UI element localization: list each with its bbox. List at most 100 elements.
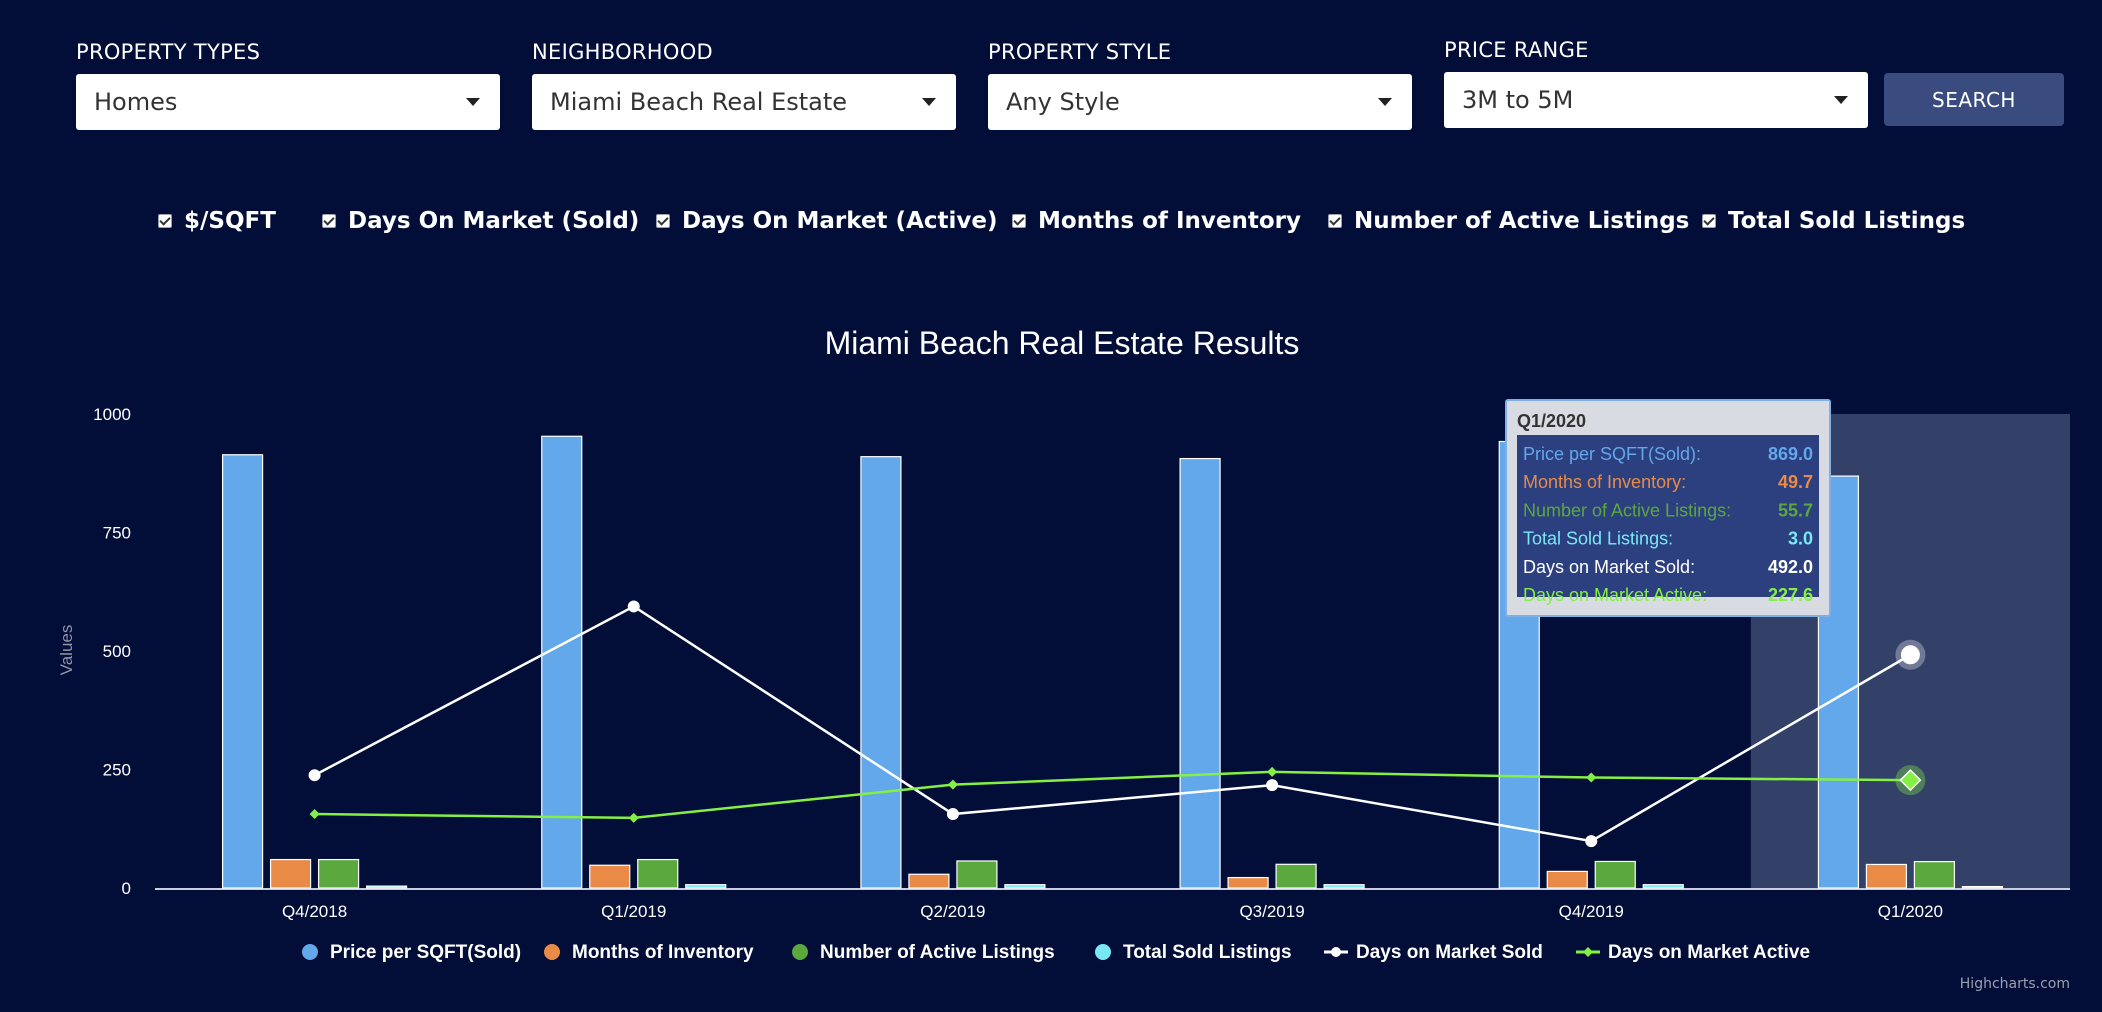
tooltip-row-value: 55.7 xyxy=(1778,500,1813,520)
point-days-on-market-active[interactable] xyxy=(628,812,639,823)
bar-price-per-sqft-sold-[interactable] xyxy=(541,435,583,889)
point-days-on-market-sold[interactable] xyxy=(946,808,959,821)
toggle-label: Days On Market (Active) xyxy=(682,208,998,234)
tooltip-row-label: Price per SQFT(Sold): xyxy=(1523,444,1701,464)
toggle-total-sold[interactable]: Total Sold Listings xyxy=(1702,208,1965,234)
neighborhood-select[interactable]: Miami Beach Real Estate xyxy=(532,74,956,130)
tooltip-row-value: 227.6 xyxy=(1768,585,1813,605)
bar-months-of-inventory[interactable] xyxy=(1227,876,1269,889)
toggle-price-sqft[interactable]: $/SQFT xyxy=(158,208,276,234)
toggle-label: Months of Inventory xyxy=(1038,208,1301,234)
legend-item-number-of-active-listings[interactable]: Number of Active Listings xyxy=(820,942,1055,963)
checkbox-icon[interactable] xyxy=(1702,214,1716,228)
legend-icon-months-of-inventory[interactable] xyxy=(544,944,560,960)
bar-total-sold-listings[interactable] xyxy=(365,885,408,889)
checkbox-icon[interactable] xyxy=(1328,214,1342,228)
legend-icon-price-per-sqft-sold-[interactable] xyxy=(302,944,318,960)
chevron-down-icon xyxy=(466,98,480,106)
toggle-months-inventory[interactable]: Months of Inventory xyxy=(1012,208,1301,234)
legend-marker-days-on-market-active[interactable] xyxy=(1583,947,1593,957)
tooltip-row-label: Number of Active Listings: xyxy=(1523,500,1731,520)
checkbox-icon[interactable] xyxy=(158,214,172,228)
tooltip-row-value: 3.0 xyxy=(1788,529,1813,549)
point-days-on-market-active[interactable] xyxy=(309,809,320,820)
bar-price-per-sqft-sold-[interactable] xyxy=(860,456,902,889)
bar-total-sold-listings[interactable] xyxy=(1323,884,1365,889)
x-tick-label: Q4/2019 xyxy=(1559,902,1624,921)
point-days-on-market-sold[interactable] xyxy=(1266,779,1279,792)
tooltip-title: Q1/2020 xyxy=(1517,411,1586,431)
legend-item-days-on-market-active[interactable]: Days on Market Active xyxy=(1608,942,1810,963)
point-days-on-market-active[interactable] xyxy=(1899,769,1922,792)
bar-number-of-active-listings[interactable] xyxy=(637,858,679,889)
filter-bar: PROPERTY TYPES Homes NEIGHBORHOOD Miami … xyxy=(0,0,2102,140)
bar-number-of-active-listings[interactable] xyxy=(1913,860,1956,889)
y-axis-label: Values xyxy=(57,625,76,676)
chart-title: Miami Beach Real Estate Results xyxy=(825,325,1300,361)
search-button[interactable]: SEARCH xyxy=(1884,73,2064,126)
bar-number-of-active-listings[interactable] xyxy=(1275,863,1317,889)
property-style-value: Any Style xyxy=(1006,88,1120,116)
line-days-on-market-sold xyxy=(313,604,1912,843)
tooltip-row-label: Total Sold Listings: xyxy=(1523,529,1673,549)
point-days-on-market-sold[interactable] xyxy=(1585,835,1598,848)
bar-total-sold-listings[interactable] xyxy=(1004,884,1046,889)
chevron-down-icon xyxy=(1834,96,1848,104)
y-tick-label: 1000 xyxy=(93,405,131,424)
legend-item-months-of-inventory[interactable]: Months of Inventory xyxy=(572,942,754,963)
bar-months-of-inventory[interactable] xyxy=(1865,863,1908,889)
legend-icon-total-sold-listings[interactable] xyxy=(1095,944,1111,960)
legend-marker-days-on-market-sold[interactable] xyxy=(1331,947,1341,957)
price-range-select[interactable]: 3M to 5M xyxy=(1444,72,1868,128)
toggle-active-listings[interactable]: Number of Active Listings xyxy=(1328,208,1689,234)
y-tick-label: 500 xyxy=(103,642,131,661)
bar-months-of-inventory[interactable] xyxy=(908,873,950,889)
neighborhood-value: Miami Beach Real Estate xyxy=(550,88,848,116)
bar-price-per-sqft-sold-[interactable] xyxy=(1179,457,1221,889)
bar-number-of-active-listings[interactable] xyxy=(317,858,360,889)
checkbox-icon[interactable] xyxy=(322,214,336,228)
bar-number-of-active-listings[interactable] xyxy=(956,860,998,889)
point-days-on-market-sold[interactable] xyxy=(308,769,321,782)
bar-months-of-inventory[interactable] xyxy=(269,858,312,889)
series-toggles: $/SQFT Days On Market (Sold) Days On Mar… xyxy=(0,208,2102,238)
toggle-label: Number of Active Listings xyxy=(1354,208,1690,234)
bar-months-of-inventory[interactable] xyxy=(1546,870,1588,889)
legend-icon-number-of-active-listings[interactable] xyxy=(792,944,808,960)
chart-credit[interactable]: Highcharts.com xyxy=(1959,976,2070,992)
legend-item-total-sold-listings[interactable]: Total Sold Listings xyxy=(1123,942,1292,963)
tooltip-row-value: 492.0 xyxy=(1768,557,1813,577)
point-days-on-market-active[interactable] xyxy=(947,779,958,790)
tooltip-row-label: Days on Market Active: xyxy=(1523,585,1707,605)
legend-item-price-per-sqft-sold-[interactable]: Price per SQFT(Sold) xyxy=(330,942,521,963)
tooltip-table xyxy=(1517,435,1819,597)
bar-total-sold-listings[interactable] xyxy=(685,884,727,889)
bar-price-per-sqft-sold-[interactable] xyxy=(221,454,264,889)
x-tick-label: Q1/2019 xyxy=(601,902,666,921)
tooltip-row-value: 869.0 xyxy=(1768,444,1813,464)
point-days-on-market-sold[interactable] xyxy=(627,600,640,613)
price-range-label: PRICE RANGE xyxy=(1444,38,1589,62)
point-days-on-market-active[interactable] xyxy=(1586,772,1597,783)
property-style-select[interactable]: Any Style xyxy=(988,74,1412,130)
toggle-days-active[interactable]: Days On Market (Active) xyxy=(656,208,998,234)
checkbox-icon[interactable] xyxy=(1012,214,1026,228)
property-types-value: Homes xyxy=(94,88,178,116)
bar-number-of-active-listings[interactable] xyxy=(1594,860,1636,889)
line-days-on-market-active xyxy=(314,770,1911,820)
chevron-down-icon xyxy=(922,98,936,106)
bar-total-sold-listings[interactable] xyxy=(1961,885,2004,889)
toggle-label: Total Sold Listings xyxy=(1728,208,1966,234)
x-tick-label: Q3/2019 xyxy=(1239,902,1304,921)
bar-months-of-inventory[interactable] xyxy=(589,864,631,889)
legend-item-days-on-market-sold[interactable]: Days on Market Sold xyxy=(1356,942,1543,963)
property-types-label: PROPERTY TYPES xyxy=(76,40,261,64)
chevron-down-icon xyxy=(1378,98,1392,106)
bar-total-sold-listings[interactable] xyxy=(1642,884,1684,889)
checkbox-icon[interactable] xyxy=(656,214,670,228)
toggle-days-sold[interactable]: Days On Market (Sold) xyxy=(322,208,639,234)
property-types-select[interactable]: Homes xyxy=(76,74,500,130)
point-days-on-market-sold[interactable] xyxy=(1900,645,1920,665)
y-tick-label: 250 xyxy=(103,761,131,780)
point-days-on-market-active[interactable] xyxy=(1267,766,1278,777)
